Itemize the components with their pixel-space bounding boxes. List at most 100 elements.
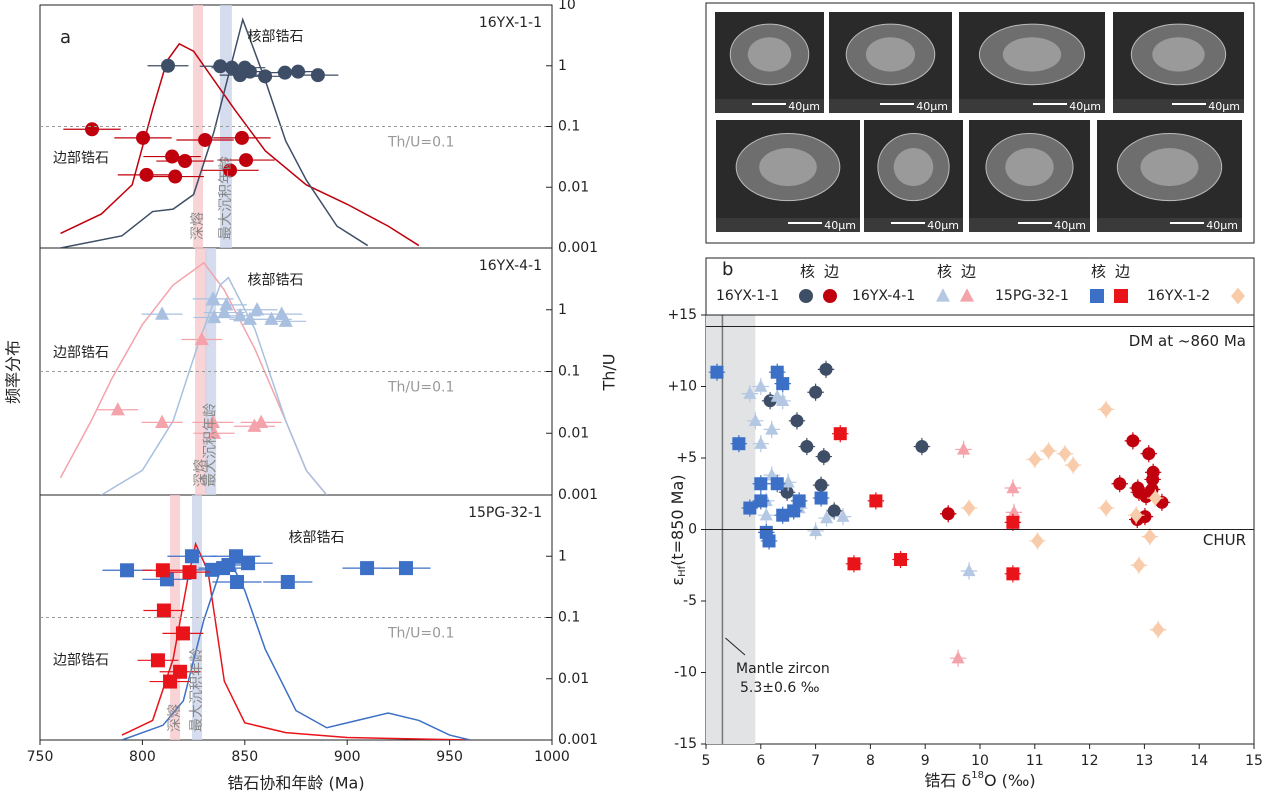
y-tick-label: 1 — [558, 302, 567, 318]
y-tick-label: 0.1 — [558, 119, 580, 135]
y2-axis-title: Th/U — [600, 353, 619, 391]
y-axis-title-part: ε — [668, 577, 687, 586]
point — [748, 413, 762, 427]
point — [814, 491, 828, 505]
point — [962, 500, 976, 516]
y-tick-label: -10 — [674, 665, 697, 681]
band-label: 最大沉积年龄 — [218, 156, 234, 240]
legend-marker — [1114, 289, 1128, 303]
x-tick-label: 12 — [1081, 753, 1099, 769]
point — [962, 563, 976, 577]
x-tick-label: 15 — [1245, 753, 1263, 769]
scale-strip — [1113, 99, 1244, 113]
x-tick-label: 6 — [756, 753, 765, 769]
point — [762, 534, 776, 548]
point — [1099, 500, 1113, 516]
point — [277, 65, 292, 80]
x-tick-label: 14 — [1190, 753, 1208, 769]
point — [198, 132, 213, 147]
y-tick-label: 0.001 — [558, 240, 598, 256]
point — [247, 418, 262, 432]
point — [790, 414, 804, 428]
point — [732, 437, 746, 451]
point — [710, 365, 724, 379]
x-tick-label: 10 — [971, 753, 989, 769]
point — [216, 561, 231, 576]
point — [894, 553, 908, 567]
legend-marker — [936, 288, 950, 302]
band-label: 深熔 — [193, 459, 209, 487]
x-tick-label: 13 — [1135, 753, 1153, 769]
point — [184, 549, 199, 564]
legend-header: 核 — [1091, 263, 1106, 281]
point — [754, 494, 768, 508]
point — [847, 557, 861, 571]
legend-marker — [823, 289, 837, 303]
x-tick-label: 750 — [27, 749, 54, 765]
point — [809, 385, 823, 399]
y-tick-label: 0.1 — [558, 364, 580, 380]
point — [765, 422, 779, 435]
point — [951, 651, 965, 664]
point — [780, 485, 794, 499]
annotation: 5.3±0.6 ‰ — [740, 680, 820, 696]
point — [182, 565, 197, 580]
legend-label: 16YX-4-1 — [852, 288, 915, 304]
legend-header: 边 — [824, 263, 839, 281]
point — [754, 436, 768, 449]
x-tick-label: 850 — [231, 749, 258, 765]
y-tick-label: 0.1 — [558, 610, 580, 626]
point — [1099, 401, 1113, 418]
point — [206, 414, 221, 428]
x-axis-title: 锆石 δ18O (‰) — [924, 770, 1035, 790]
scale-strip — [716, 218, 860, 232]
scale-strip — [1097, 218, 1242, 232]
scale-label: 40μm — [927, 219, 959, 232]
scale-label: 40μm — [824, 219, 856, 232]
point — [1139, 490, 1153, 504]
zircon-core — [1152, 37, 1205, 72]
x-axis-title: 锆石协和年龄 (Ma) — [227, 774, 364, 793]
reference-label: DM at ~860 Ma — [1129, 332, 1246, 350]
point — [1151, 621, 1165, 638]
scale-strip — [715, 99, 824, 113]
x-tick-label: 950 — [436, 749, 463, 765]
panel: 深熔 最大沉积年龄 Th/U=0.1 0.001 0.01 0.1 1 750 800 850 90… — [27, 495, 598, 793]
point — [1006, 515, 1020, 529]
point — [310, 68, 325, 83]
point — [155, 563, 170, 578]
point — [194, 331, 209, 346]
zircon-core — [747, 37, 792, 72]
point — [1143, 528, 1157, 545]
x-tick-label: 1000 — [534, 749, 570, 765]
y-tick-label: 0 — [688, 522, 697, 538]
x-tick-label: 8 — [866, 753, 875, 769]
point — [207, 425, 222, 439]
point — [237, 60, 252, 75]
y-tick-label: +15 — [667, 307, 697, 323]
point — [776, 393, 790, 406]
point — [743, 386, 757, 399]
point — [827, 504, 841, 518]
scale-label: 40μm — [916, 100, 948, 113]
reference-label: CHUR — [1203, 531, 1246, 549]
point — [177, 154, 192, 169]
point — [776, 377, 790, 391]
sample-label: 16YX-4-1 — [479, 258, 542, 274]
point — [291, 64, 306, 79]
legend-label: 16YX-1-1 — [716, 288, 779, 304]
point — [205, 562, 220, 577]
zircon-core — [1005, 148, 1054, 187]
point — [743, 501, 757, 515]
point — [398, 561, 413, 576]
point — [155, 414, 170, 428]
band-label: 深熔 — [190, 212, 206, 240]
point — [754, 379, 768, 392]
point — [242, 311, 257, 325]
y-tick-label: -15 — [674, 736, 697, 752]
annotation: 边部锆石 — [53, 150, 109, 166]
arrow — [725, 637, 746, 656]
point — [1148, 490, 1162, 506]
zircon-core — [865, 37, 916, 72]
